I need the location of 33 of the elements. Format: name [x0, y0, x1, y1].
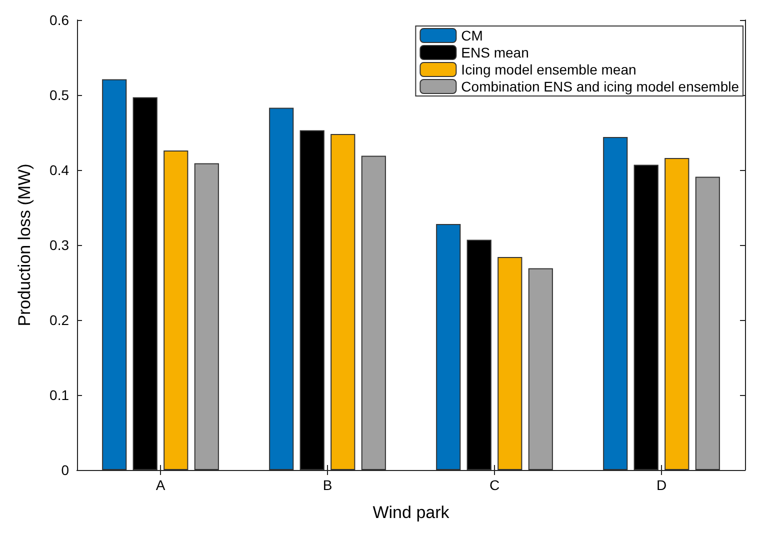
legend-label: CM [461, 28, 483, 44]
bar [132, 97, 158, 470]
bar [664, 158, 690, 470]
y-tick-label: 0.4 [50, 162, 70, 178]
bar [436, 224, 461, 470]
bar [695, 176, 720, 470]
bar [361, 156, 386, 470]
y-tick-label: 0.1 [50, 387, 70, 403]
legend-label: Combination ENS and icing model ensemble [461, 78, 740, 94]
bar [164, 150, 188, 470]
bar [634, 164, 658, 470]
y-tick-label: 0.2 [50, 312, 70, 328]
bar [603, 137, 628, 470]
bar [466, 240, 492, 470]
legend-label: Icing model ensemble mean [461, 62, 636, 78]
x-tick-label: B [322, 477, 332, 493]
bar [269, 108, 294, 470]
bar [102, 79, 127, 470]
y-tick-label: 0.5 [50, 87, 70, 103]
bar [498, 257, 522, 470]
bar [300, 130, 324, 470]
x-tick-label: A [156, 477, 166, 493]
bar [528, 268, 553, 470]
y-tick-label: 0 [61, 462, 70, 478]
x-tick-label: C [489, 477, 500, 493]
bar [330, 134, 356, 470]
bar [194, 163, 219, 470]
y-tick-label: 0.3 [50, 237, 70, 253]
y-axis-title: Production loss (MW) [15, 164, 34, 326]
legend-label: ENS mean [461, 44, 529, 60]
x-axis-title: Wind park [372, 503, 450, 522]
x-tick-label: D [656, 477, 667, 493]
y-tick-label: 0.6 [50, 12, 70, 28]
